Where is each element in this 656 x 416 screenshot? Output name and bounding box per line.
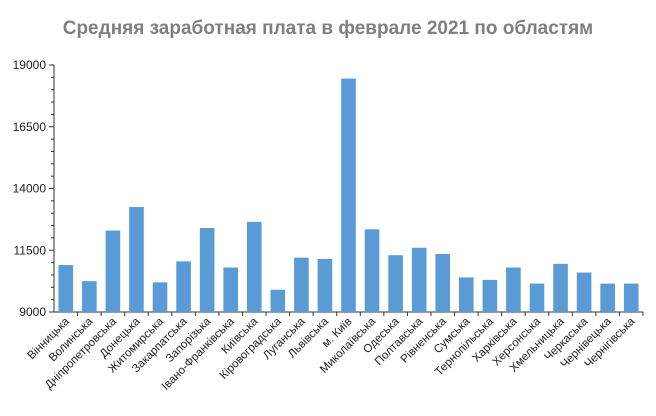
bar [199,228,215,312]
y-tick-label: 19000 [13,58,47,72]
bar [458,277,474,312]
y-tick-label: 16500 [13,120,47,134]
bar [129,207,144,312]
bar [364,229,380,312]
chart-title: Средняя заработная плата в феврале 2021 … [62,18,594,39]
bar [105,230,121,312]
bar [529,283,545,312]
bar [388,255,403,312]
bars [58,78,639,313]
bar [270,289,286,312]
bar [82,281,97,312]
bar [152,282,168,312]
y-tick-label: 9000 [19,305,46,319]
bar [58,265,74,312]
bar [411,247,427,312]
y-tick-label: 11500 [14,243,47,257]
bar [341,78,356,313]
bar [223,267,239,312]
bar [317,258,333,312]
bar [482,279,498,312]
bar [294,257,309,312]
y-tick-label: 14000 [13,182,47,196]
bar [506,267,521,312]
bar [623,283,639,312]
bar [576,272,592,312]
bar [176,261,191,312]
labels: 900011500140001650019000ВінницькаВолинсь… [13,58,638,393]
bar [553,263,568,312]
bar [246,221,262,312]
bar [600,283,615,312]
bar [435,253,451,312]
